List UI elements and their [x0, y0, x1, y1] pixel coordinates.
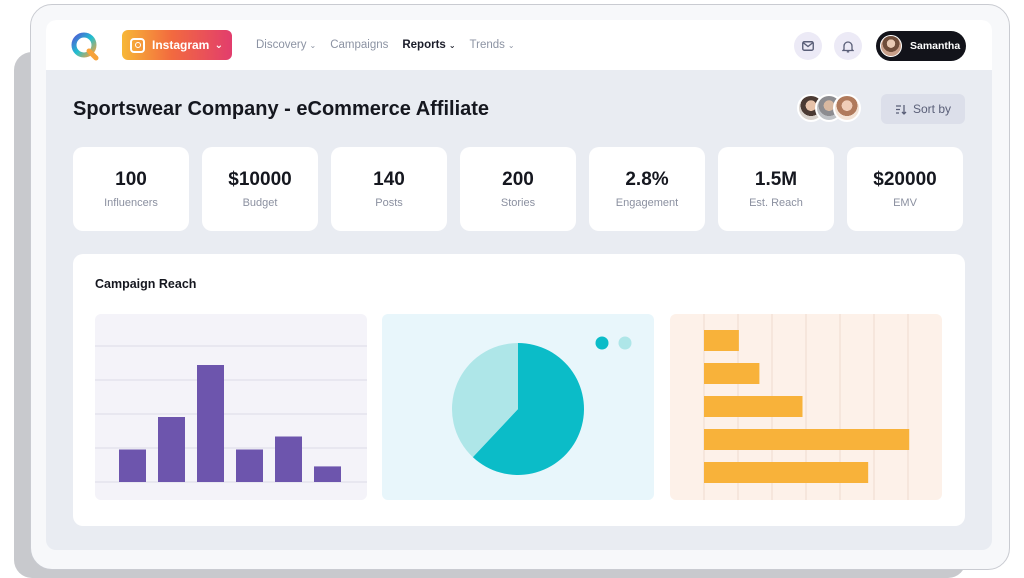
- platform-dropdown-button[interactable]: Instagram ⌄: [122, 30, 232, 60]
- avatar: [833, 94, 861, 122]
- bar-chart-panel: [95, 314, 367, 500]
- user-name: Samantha: [910, 40, 961, 52]
- stat-label: Posts: [375, 197, 403, 209]
- pie-slice: [452, 343, 518, 458]
- legend-dot: [618, 336, 632, 350]
- stat-label: Engagement: [615, 197, 679, 209]
- nav-item-reports[interactable]: Reports ⌄: [402, 39, 455, 51]
- stat-label: Budget: [242, 197, 278, 209]
- stat-label: EMV: [893, 197, 917, 209]
- messages-button[interactable]: [794, 32, 822, 60]
- bar: [704, 396, 803, 417]
- stat-label: Influencers: [104, 197, 158, 209]
- stat-card-est-reach: 1.5M Est. Reach: [718, 147, 834, 231]
- bell-icon: [842, 40, 854, 52]
- bar: [704, 462, 869, 483]
- stat-value: 2.8%: [625, 169, 669, 190]
- stat-label: Stories: [500, 197, 536, 209]
- stats-row: 100 Influencers $10000 Budget 140 Posts 200 Sto…: [73, 147, 963, 231]
- stat-card-posts: 140 Posts: [331, 147, 447, 231]
- stat-value: $10000: [228, 169, 292, 190]
- user-avatar: [880, 35, 902, 57]
- page-title: Sportswear Company - eCommerce Affiliate: [73, 98, 490, 120]
- chevron-down-icon: ⌄: [448, 40, 456, 50]
- stat-value: 140: [373, 169, 405, 190]
- pie-chart-panel: [382, 314, 654, 500]
- platform-label: Instagram: [152, 38, 210, 52]
- stat-card-budget: $10000 Budget: [202, 147, 318, 231]
- user-menu-button[interactable]: Samantha: [876, 31, 966, 61]
- nav-item-trends[interactable]: Trends ⌄: [470, 39, 515, 51]
- nav-item-label: Campaigns: [330, 39, 389, 51]
- chevron-down-icon: ⌄: [507, 40, 515, 50]
- bar: [704, 330, 739, 351]
- stat-card-stories: 200 Stories: [460, 147, 576, 231]
- pie-chart: [452, 336, 632, 475]
- mail-icon: [802, 41, 814, 51]
- bar: [704, 429, 910, 450]
- section-title: Campaign Reach: [95, 277, 197, 291]
- bar: [314, 466, 341, 482]
- stat-value: 100: [115, 169, 147, 190]
- bar: [275, 436, 302, 482]
- bar: [197, 365, 224, 482]
- chevron-down-icon: ⌄: [309, 40, 317, 50]
- top-nav: Instagram ⌄ Discovery ⌄ Campaigns Reports ⌄ T…: [46, 20, 992, 70]
- horizontal-bar-chart: [703, 314, 910, 500]
- app-logo-icon[interactable]: [70, 31, 100, 61]
- horizontal-bar-chart-panel: [670, 314, 942, 500]
- sort-label: Sort by: [912, 102, 951, 116]
- main-menu: Discovery ⌄ Campaigns Reports ⌄ Trends ⌄: [256, 20, 515, 70]
- nav-item-campaigns[interactable]: Campaigns: [330, 39, 388, 51]
- stat-card-emv: $20000 EMV: [847, 147, 963, 231]
- stat-value: 1.5M: [754, 169, 798, 190]
- pie-slice: [472, 343, 584, 475]
- nav-item-label: Discovery: [256, 39, 307, 51]
- stat-label: Est. Reach: [749, 197, 803, 209]
- sort-by-button[interactable]: Sort by: [881, 94, 965, 124]
- bar: [236, 449, 263, 482]
- campaign-reach-card: Campaign Reach: [73, 254, 965, 526]
- notifications-button[interactable]: [834, 32, 862, 60]
- stat-value: 200: [502, 169, 534, 190]
- bar: [158, 417, 185, 482]
- vertical-bar-chart: [95, 345, 367, 483]
- team-avatars[interactable]: [797, 94, 861, 122]
- stat-value: $20000: [873, 169, 937, 190]
- bar: [704, 363, 760, 384]
- nav-item-label: Trends: [469, 39, 505, 51]
- chevron-down-icon: ⌄: [214, 39, 223, 51]
- stat-card-engagement: 2.8% Engagement: [589, 147, 705, 231]
- nav-item-discovery[interactable]: Discovery ⌄: [256, 39, 316, 51]
- sort-icon: [895, 104, 907, 115]
- legend-dot: [595, 336, 609, 350]
- instagram-icon: [130, 37, 145, 53]
- bar: [119, 449, 146, 482]
- app-window: Instagram ⌄ Discovery ⌄ Campaigns Reports ⌄ T…: [46, 20, 992, 550]
- stat-card-influencers: 100 Influencers: [73, 147, 189, 231]
- nav-item-label: Reports: [402, 39, 446, 51]
